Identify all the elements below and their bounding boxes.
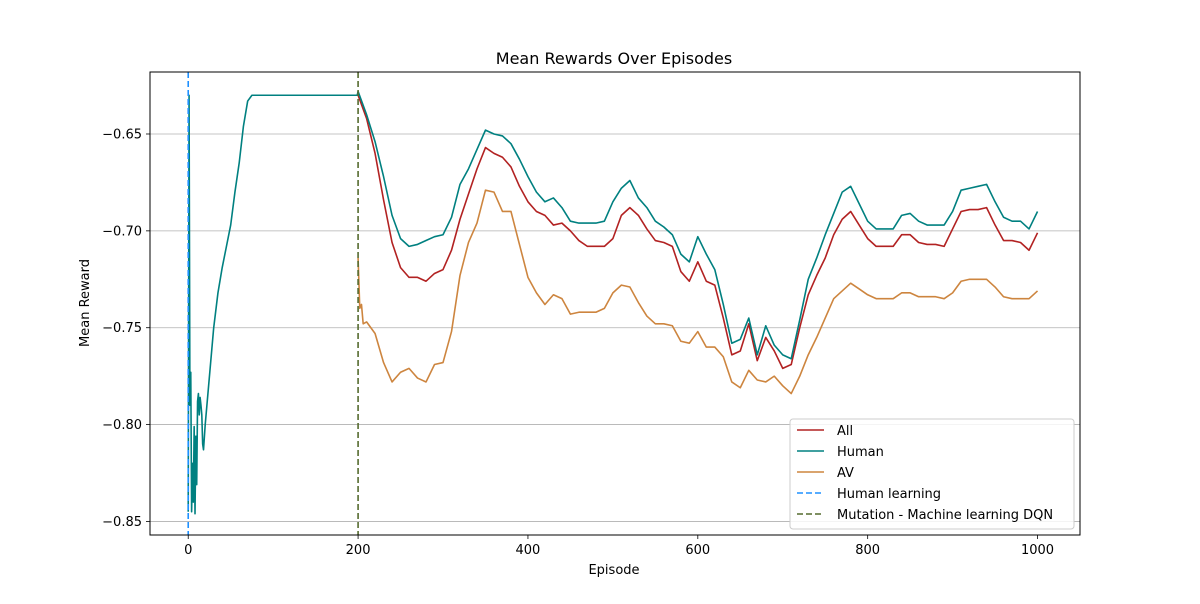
- y-tick-label: −0.70: [102, 224, 142, 239]
- legend: All Human AV Human learning Mutation - Machi…: [789, 418, 1075, 530]
- x-axis-label: Episode: [588, 563, 639, 578]
- y-axis-label: Mean Reward: [78, 259, 93, 347]
- legend-label-human: Human: [837, 445, 884, 460]
- legend-label-av: AV: [837, 466, 854, 481]
- series-line-all: [357, 94, 1039, 370]
- legend-label-mutation-machine-learning-dqn: Mutation - Machine learning DQN: [837, 508, 1053, 523]
- chart-title: Mean Rewards Over Episodes: [496, 49, 732, 68]
- y-tick-label: −0.80: [102, 418, 142, 433]
- x-axis: 0 200 400 600 800 1000: [184, 535, 1054, 558]
- series-line-av: [357, 189, 1039, 395]
- x-tick-label: 0: [184, 543, 192, 558]
- y-tick-label: −0.65: [102, 127, 142, 142]
- series-line-human: [187, 90, 1039, 515]
- x-tick-label: 1000: [1021, 543, 1054, 558]
- x-tick-label: 400: [516, 543, 541, 558]
- y-tick-label: −0.85: [102, 515, 142, 530]
- x-tick-label: 600: [685, 543, 710, 558]
- y-tick-label: −0.75: [102, 321, 142, 336]
- series-group: [187, 72, 1039, 535]
- x-tick-label: 200: [346, 543, 371, 558]
- legend-label-all: All: [837, 424, 853, 439]
- legend-box: [789, 418, 1075, 530]
- legend-label-human-learning: Human learning: [837, 487, 941, 502]
- plot-frame: [149, 71, 1081, 536]
- x-tick-label: 800: [855, 543, 880, 558]
- y-axis: −0.65 −0.70 −0.75 −0.80 −0.85: [102, 127, 150, 530]
